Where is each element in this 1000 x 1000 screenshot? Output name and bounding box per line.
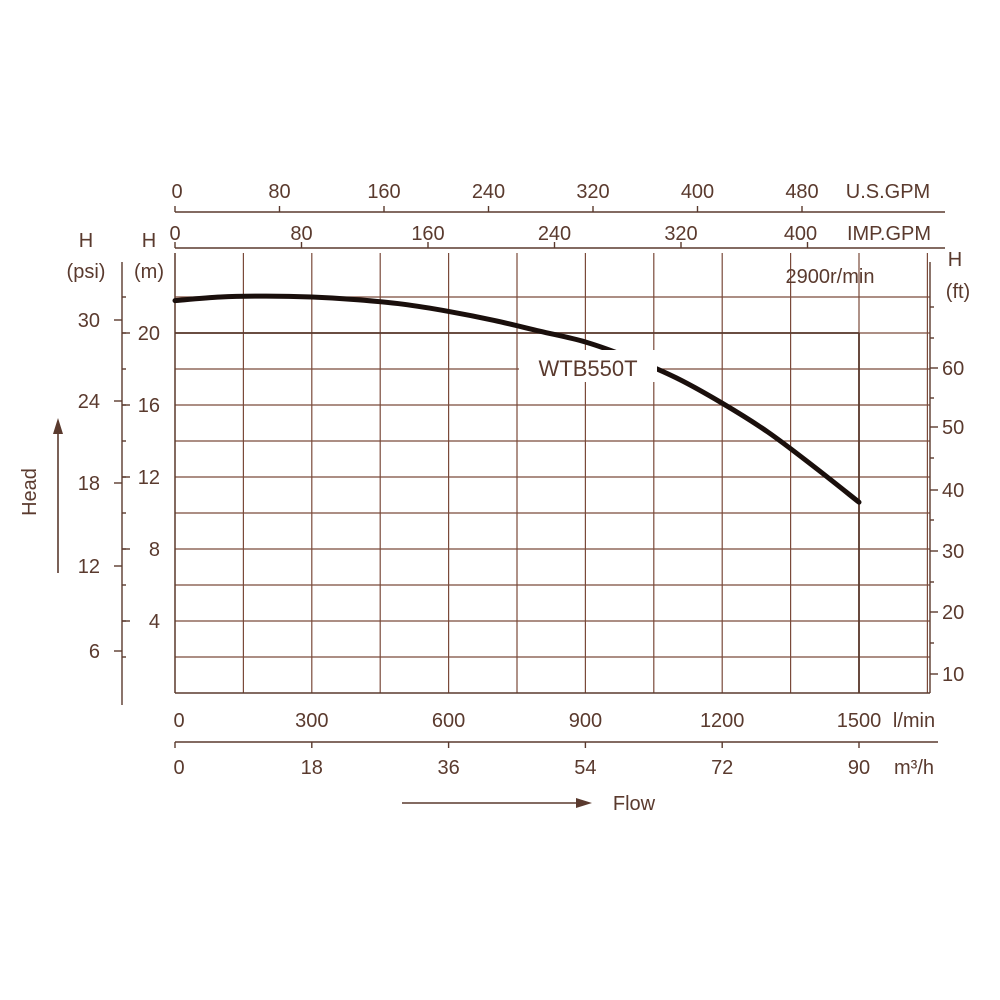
x-usgpm-tick-label: 400 <box>681 181 714 203</box>
y-ft-tick-label: 10 <box>942 664 964 686</box>
x-m3h-tick-label: 90 <box>848 757 870 779</box>
y-m-tick-label: 16 <box>138 395 160 417</box>
x-lpm-unit: l/min <box>893 710 935 732</box>
plot-grid <box>174 253 930 693</box>
y-ft-tick-label: 40 <box>942 480 964 502</box>
x-lpm-tick-label: 0 <box>173 710 184 732</box>
x-m3h-unit: m³/h <box>894 757 934 779</box>
x-impgpm-tick-label: 240 <box>538 223 571 245</box>
y-psi-title-unit: (psi) <box>67 261 106 283</box>
series-curve-wtb550t <box>172 293 862 505</box>
x-m3h-tick-label: 18 <box>301 757 323 779</box>
x-usgpm-unit: U.S.GPM <box>846 181 930 203</box>
x-impgpm-unit: IMP.GPM <box>847 223 931 245</box>
y-m-tick-label: 4 <box>149 611 160 633</box>
x-lpm-tick-label: 1500 <box>837 710 882 732</box>
x-lpm-tick-label: 900 <box>569 710 602 732</box>
x-impgpm-tick-label: 80 <box>290 223 312 245</box>
head-axis-label: Head <box>19 468 41 516</box>
y-m-title-unit: (m) <box>134 261 164 283</box>
x-m3h-tick-label: 54 <box>574 757 596 779</box>
y-ft-tick-label: 50 <box>942 417 964 439</box>
y-m-title-top: H <box>142 230 156 252</box>
x-usgpm-tick-label: 80 <box>268 181 290 203</box>
y-ft-tick-label: 30 <box>942 541 964 563</box>
x-m3h-tick-label: 72 <box>711 757 733 779</box>
y-psi-tick-label: 12 <box>78 556 100 578</box>
y-ft-title-unit: (ft) <box>946 281 970 303</box>
flow-axis-label: Flow <box>613 793 656 815</box>
x-impgpm-tick-label: 0 <box>169 223 180 245</box>
y-m-tick-label: 12 <box>138 467 160 489</box>
x-usgpm-tick-label: 240 <box>472 181 505 203</box>
x-impgpm-tick-label: 160 <box>411 223 444 245</box>
x-usgpm-tick-label: 480 <box>785 181 818 203</box>
x-lpm-tick-label: 300 <box>295 710 328 732</box>
y-psi-tick-label: 30 <box>78 310 100 332</box>
head-arrow-icon <box>53 418 63 434</box>
x-m3h-tick-label: 0 <box>173 757 184 779</box>
x-impgpm-tick-label: 400 <box>784 223 817 245</box>
y-psi-tick-label: 24 <box>78 391 100 413</box>
flow-arrow-icon <box>576 798 592 808</box>
y-psi-tick-label: 6 <box>89 641 100 663</box>
curve-layer <box>172 293 862 505</box>
x-usgpm-tick-label: 160 <box>367 181 400 203</box>
chart-axes <box>114 206 945 748</box>
y-m-tick-label: 8 <box>149 539 160 561</box>
speed-label: 2900r/min <box>786 266 875 288</box>
y-m-tick-label: 20 <box>138 323 160 345</box>
y-ft-tick-label: 60 <box>942 358 964 380</box>
x-usgpm-tick-label: 320 <box>576 181 609 203</box>
x-m3h-tick-label: 36 <box>437 757 459 779</box>
model-label: WTB550T <box>538 356 637 381</box>
x-impgpm-tick-label: 320 <box>664 223 697 245</box>
y-ft-tick-label: 20 <box>942 602 964 624</box>
x-lpm-tick-label: 600 <box>432 710 465 732</box>
model-label-background <box>519 350 657 382</box>
x-usgpm-tick-label: 0 <box>171 181 182 203</box>
y-psi-tick-label: 18 <box>78 473 100 495</box>
y-psi-title-top: H <box>79 230 93 252</box>
y-ft-title-top: H <box>948 249 962 271</box>
x-lpm-tick-label: 1200 <box>700 710 745 732</box>
